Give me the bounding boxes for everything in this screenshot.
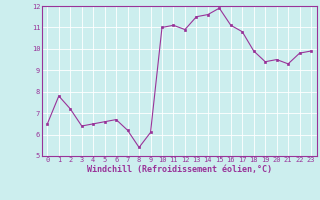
X-axis label: Windchill (Refroidissement éolien,°C): Windchill (Refroidissement éolien,°C)	[87, 165, 272, 174]
